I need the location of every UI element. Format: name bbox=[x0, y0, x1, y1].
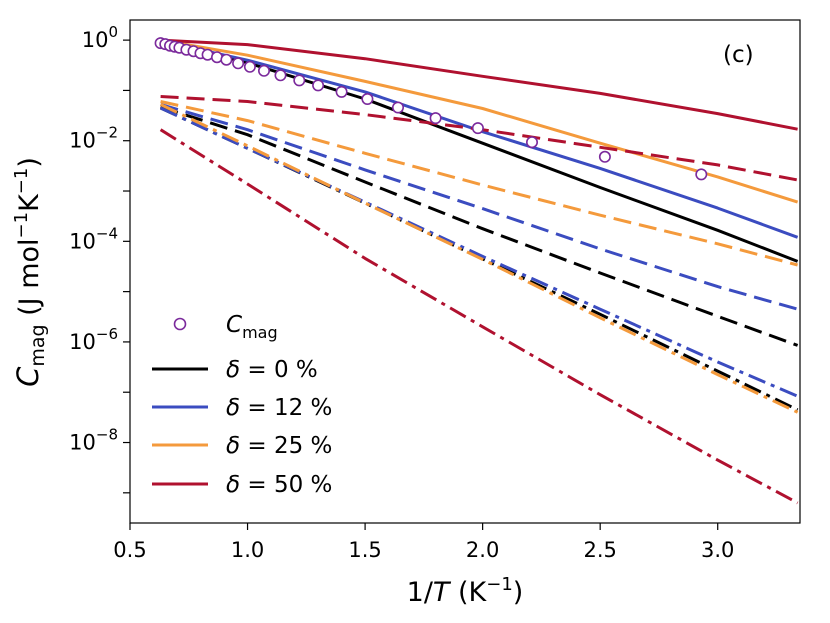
cmag-data-point bbox=[471, 122, 484, 135]
legend-label-delta-50: δ = 50 % bbox=[226, 472, 332, 498]
legend-label-delta-12-text: = 12 % bbox=[240, 395, 332, 421]
series-line-delta-12-pct-dashdot bbox=[159, 106, 799, 398]
y-tick-label: 10−2 bbox=[69, 124, 118, 153]
cmag-data-point bbox=[429, 112, 442, 125]
series-line-delta-50-pct bbox=[160, 38, 798, 131]
scatter-layer bbox=[154, 37, 708, 181]
x-tick-label: 2.0 bbox=[466, 538, 499, 562]
cmag-data-point bbox=[391, 101, 404, 114]
legend-label-delta-0-var: δ bbox=[226, 357, 240, 383]
legend-label-cmag-var: C bbox=[226, 312, 242, 338]
series-line-delta-0-pct-dashed bbox=[160, 105, 799, 347]
legend-label-delta-0: δ = 0 % bbox=[226, 357, 318, 383]
legend-label-delta-25: δ = 25 % bbox=[226, 433, 332, 459]
x-tick-label: 0.5 bbox=[113, 538, 146, 562]
y-axis-label-exp2: −1 bbox=[11, 168, 32, 195]
legend-label-delta-50-text: = 50 % bbox=[240, 472, 332, 498]
series-line-delta-25-pct-dashdot bbox=[159, 103, 799, 414]
cmag-data-point bbox=[243, 60, 256, 73]
x-tick-label: 1.5 bbox=[348, 538, 381, 562]
cmag-data-point bbox=[361, 93, 374, 106]
y-axis-label-unit: (J mol bbox=[14, 238, 45, 324]
cmag-data-point bbox=[525, 136, 538, 149]
series-line-delta-12-pct-dashed bbox=[160, 103, 799, 311]
series-line-delta-12-pct bbox=[160, 39, 799, 239]
y-axis-label-var: C bbox=[11, 366, 45, 387]
y-axis-label-close: ) bbox=[14, 157, 45, 168]
cmag-data-point bbox=[274, 69, 287, 82]
cmag-data-point bbox=[232, 57, 245, 70]
y-tick-label: 10−8 bbox=[69, 426, 118, 455]
y-tick-label: 100 bbox=[82, 23, 118, 52]
x-axis-label: 1/T (K−1) bbox=[407, 574, 524, 608]
legend: Cmag δ = 0 % δ = 12 % δ = 25 % δ = 50 % bbox=[152, 312, 332, 498]
y-axis-label-exp1: −1 bbox=[11, 212, 32, 239]
cmag-data-point bbox=[312, 79, 325, 92]
series-line-delta-25-pct bbox=[160, 38, 799, 204]
x-axis-label-close: ) bbox=[513, 577, 524, 608]
y-axis-label: Cmag (J mol−1K−1) bbox=[11, 157, 49, 387]
x-tick-label: 3.0 bbox=[701, 538, 734, 562]
legend-label-delta-25-var: δ bbox=[226, 433, 240, 459]
cmag-data-point bbox=[335, 85, 348, 98]
panel-label: (c) bbox=[723, 42, 754, 68]
y-axis-label-sub: mag bbox=[27, 324, 49, 366]
legend-label-delta-0-text: = 0 % bbox=[240, 357, 318, 383]
legend-label-cmag-sub: mag bbox=[242, 323, 278, 342]
series-layer bbox=[159, 38, 799, 505]
x-axis-label-unit: (K bbox=[449, 577, 487, 608]
x-axis-label-prefix: 1/ bbox=[407, 577, 434, 608]
x-axis-label-var: T bbox=[433, 577, 452, 608]
series-line-delta-25-pct-dashed bbox=[160, 100, 798, 267]
legend-marker-cmag bbox=[173, 317, 187, 331]
x-tick-label: 2.5 bbox=[583, 538, 616, 562]
x-axis-label-unit-exp: −1 bbox=[486, 574, 513, 595]
x-tick-label: 1.0 bbox=[231, 538, 264, 562]
series-line-delta-50-pct-dashdot bbox=[159, 128, 799, 505]
legend-label-cmag: Cmag bbox=[226, 312, 278, 342]
y-tick-label: 10−6 bbox=[69, 325, 118, 354]
legend-label-delta-50-var: δ bbox=[226, 472, 240, 498]
cmag-data-point bbox=[220, 53, 233, 66]
x-axis-ticks: 0.5 1.0 1.5 2.0 2.5 3.0 bbox=[113, 523, 734, 562]
plot-frame bbox=[129, 19, 801, 524]
y-axis-label-mid: K bbox=[14, 193, 45, 212]
cmag-data-point bbox=[293, 74, 306, 87]
legend-label-delta-12: δ = 12 % bbox=[226, 395, 332, 421]
cmag-data-point bbox=[257, 64, 270, 77]
legend-label-delta-12-var: δ bbox=[226, 395, 240, 421]
y-tick-label: 10−4 bbox=[69, 224, 118, 253]
legend-label-delta-25-text: = 25 % bbox=[240, 433, 332, 459]
cmag-data-point bbox=[695, 168, 708, 181]
cmag-data-point bbox=[598, 150, 611, 163]
y-axis-ticks: 100 10−2 10−4 10−6 10−8 bbox=[69, 23, 130, 494]
